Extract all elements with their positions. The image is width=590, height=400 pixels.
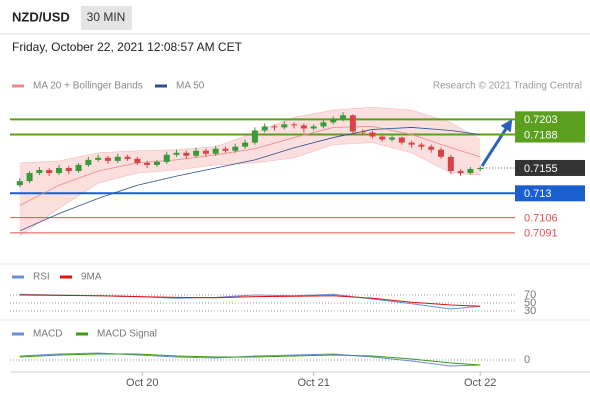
credit: Research © 2021 Trading Central	[433, 81, 582, 92]
x-tick-label: Oct 22	[464, 377, 496, 389]
candle-body	[300, 125, 307, 129]
candle-body	[183, 152, 190, 156]
level-box	[515, 111, 585, 128]
candle-body	[104, 157, 111, 161]
candle-body	[202, 150, 209, 154]
candle-body	[55, 167, 62, 174]
legend-label: 9MA	[81, 272, 102, 283]
candle-body	[369, 132, 376, 137]
candle-body	[65, 167, 72, 172]
level-box	[515, 126, 585, 143]
current-price-box	[515, 159, 585, 176]
candle-body	[261, 126, 268, 131]
indicator-line	[19, 294, 481, 307]
legend-label: MACD Signal	[97, 329, 157, 340]
candle-body	[212, 148, 219, 154]
candle-body	[36, 170, 43, 174]
candle-body	[330, 119, 337, 123]
candle-body	[349, 115, 356, 132]
candle-body	[75, 164, 82, 172]
candle-body	[95, 157, 102, 160]
candle-body	[193, 150, 200, 156]
candle-body	[389, 137, 396, 140]
bollinger-lower	[19, 142, 481, 237]
candle-body	[457, 171, 464, 174]
candle-body	[379, 136, 386, 140]
candle-body	[359, 131, 366, 133]
bollinger-fill	[19, 107, 481, 236]
candle-body	[398, 137, 405, 143]
candle-body	[428, 146, 435, 150]
timeframe[interactable]: 30 MIN	[87, 10, 126, 24]
indicator-tick-label: 30	[524, 305, 536, 317]
candle-body	[477, 167, 484, 169]
candle-body	[320, 122, 327, 127]
candle-body	[291, 124, 298, 126]
candle-body	[310, 126, 317, 129]
candle-body	[124, 156, 131, 159]
candle-body	[467, 168, 474, 174]
candle-body	[418, 144, 425, 147]
indicator-tick-label: 0	[524, 354, 530, 366]
level-label: 0.713	[524, 188, 552, 200]
moving-average	[19, 126, 481, 206]
legend-label: MA 20 + Bollinger Bands	[33, 81, 143, 92]
level-label: 0.7188	[524, 129, 558, 141]
candle-body	[114, 156, 121, 161]
level-label: 0.7203	[524, 114, 558, 126]
legend-label: MACD	[33, 329, 62, 340]
indicator-line	[19, 353, 481, 366]
candle-body	[271, 126, 278, 128]
symbol: NZD/USD	[12, 9, 70, 24]
candle-body	[222, 148, 229, 151]
candle-body	[447, 156, 454, 172]
candle-body	[16, 181, 23, 186]
candle-body	[340, 115, 347, 120]
candle-body	[85, 159, 92, 165]
candle-body	[281, 124, 288, 128]
candle-body	[408, 142, 415, 145]
indicator-tick-label: 50	[524, 297, 536, 309]
level-label: 0.7091	[524, 228, 558, 240]
candle-body	[163, 154, 170, 162]
candle-body	[251, 130, 258, 143]
candle-body	[438, 149, 445, 157]
candle-body	[173, 152, 180, 155]
candle-body	[232, 146, 239, 151]
x-tick-label: Oct 21	[297, 377, 329, 389]
legend-label: RSI	[33, 272, 50, 283]
date: Friday, October 22, 2021 12:08:57 AM CET	[12, 40, 243, 54]
candle-body	[242, 142, 249, 147]
candle-body	[134, 158, 141, 163]
candle-body	[144, 162, 151, 165]
level-box	[515, 185, 585, 202]
timeframe-box[interactable]	[81, 6, 132, 30]
indicator-line	[19, 352, 481, 367]
x-tick-label: Oct 20	[126, 377, 158, 389]
current-price-label: 0.7155	[524, 163, 558, 175]
moving-average	[19, 127, 481, 232]
candle-body	[153, 161, 160, 165]
legend-label: MA 50	[176, 81, 205, 92]
candle-body	[46, 170, 53, 174]
indicator-tick-label: 70	[524, 289, 536, 301]
forecast-arrow	[480, 118, 513, 167]
level-label: 0.7106	[524, 213, 558, 225]
candle-body	[26, 173, 33, 182]
